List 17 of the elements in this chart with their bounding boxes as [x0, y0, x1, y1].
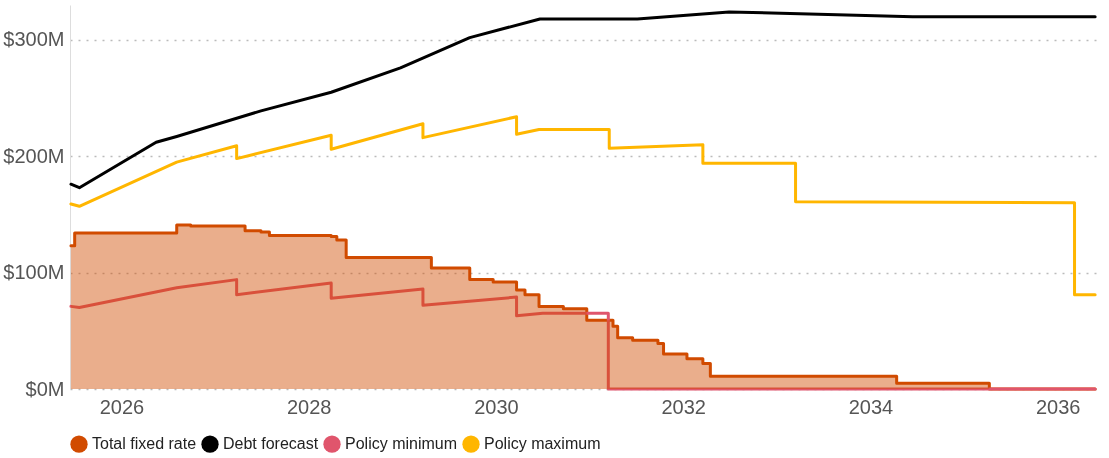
x-tick-label: 2036: [1035, 395, 1081, 418]
line-series: [69, 10, 1097, 190]
x-tick-label: 2032: [661, 395, 706, 418]
x-tick-label: 2034: [848, 395, 894, 418]
y-tick-label: $0M: [25, 377, 65, 400]
y-tick-label: $200M: [3, 144, 65, 167]
y-tick-label: $100M: [3, 261, 65, 284]
line-series: [69, 278, 1097, 391]
legend-label: Total fixed rate: [92, 435, 197, 453]
legend-label: Policy maximum: [484, 435, 601, 453]
x-tick-label: 2028: [286, 395, 332, 418]
line-series: [69, 115, 1097, 297]
legend-label: Debt forecast: [223, 435, 319, 453]
legend-label: Policy minimum: [345, 435, 458, 453]
y-tick-label: $300M: [3, 28, 65, 51]
x-tick-label: 2030: [474, 395, 519, 418]
x-tick-label: 2026: [99, 395, 145, 418]
